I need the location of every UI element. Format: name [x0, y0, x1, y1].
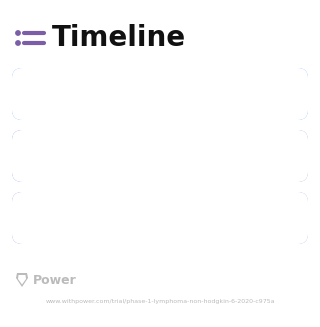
FancyBboxPatch shape: [12, 68, 308, 120]
Circle shape: [16, 31, 20, 35]
Text: Varies: Varies: [253, 149, 294, 163]
FancyBboxPatch shape: [12, 192, 308, 244]
FancyBboxPatch shape: [12, 130, 308, 182]
Text: Power: Power: [33, 273, 77, 286]
Circle shape: [16, 41, 20, 45]
Text: 3 weeks: 3 weeks: [239, 88, 294, 100]
Text: Follow ups ~: Follow ups ~: [34, 212, 119, 225]
Text: up to 2 years: up to 2 years: [206, 212, 294, 225]
Text: Timeline: Timeline: [52, 24, 186, 52]
Polygon shape: [18, 275, 26, 284]
Text: Treatment ~: Treatment ~: [34, 149, 117, 163]
Text: Screening ~: Screening ~: [34, 88, 116, 100]
Polygon shape: [16, 273, 28, 287]
Text: www.withpower.com/trial/phase-1-lymphoma-non-hodgkin-6-2020-c975a: www.withpower.com/trial/phase-1-lymphoma…: [45, 300, 275, 304]
